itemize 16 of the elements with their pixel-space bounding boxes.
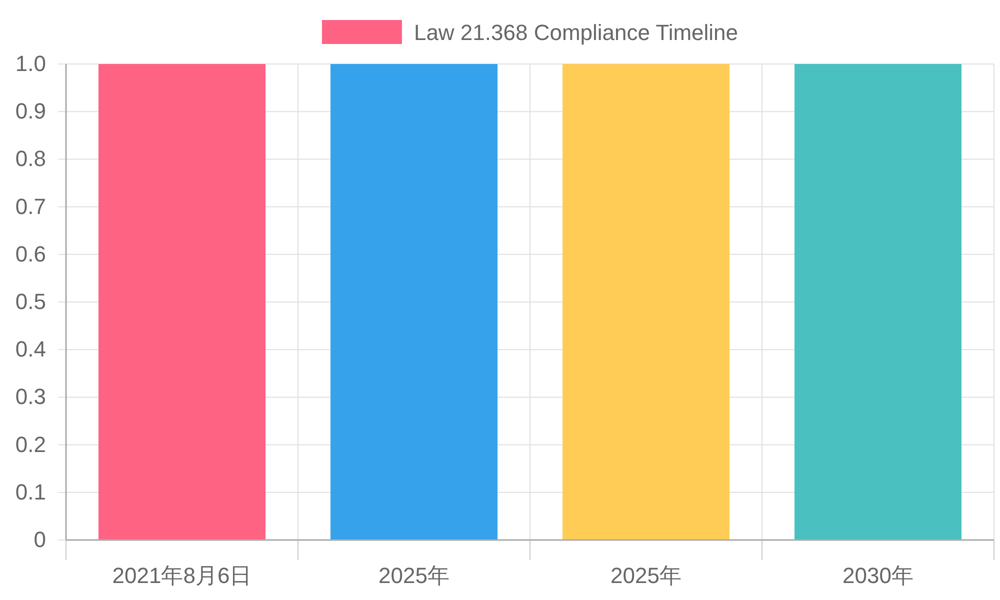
y-tick-label: 0.4 (15, 336, 46, 362)
x-tick-label: 2025年 (610, 563, 682, 588)
x-tick-label: 2021年8月6日 (112, 563, 252, 588)
y-tick-label: 0.8 (15, 146, 46, 172)
y-tick-label: 1.0 (15, 51, 46, 76)
y-tick-label: 0 (34, 527, 46, 552)
y-tick-label: 0.7 (15, 194, 46, 219)
x-tick-label: 2030年 (842, 563, 914, 588)
legend-label: Law 21.368 Compliance Timeline (414, 20, 738, 45)
y-tick-label: 0.6 (15, 241, 46, 266)
y-tick-label: 0.9 (15, 98, 46, 124)
y-tick-label: 0.1 (15, 479, 46, 504)
x-tick-label: 2025年 (378, 563, 450, 588)
y-tick-label: 0.2 (15, 432, 46, 457)
y-tick-label: 0.5 (15, 289, 46, 314)
y-tick-label: 0.3 (15, 384, 46, 410)
